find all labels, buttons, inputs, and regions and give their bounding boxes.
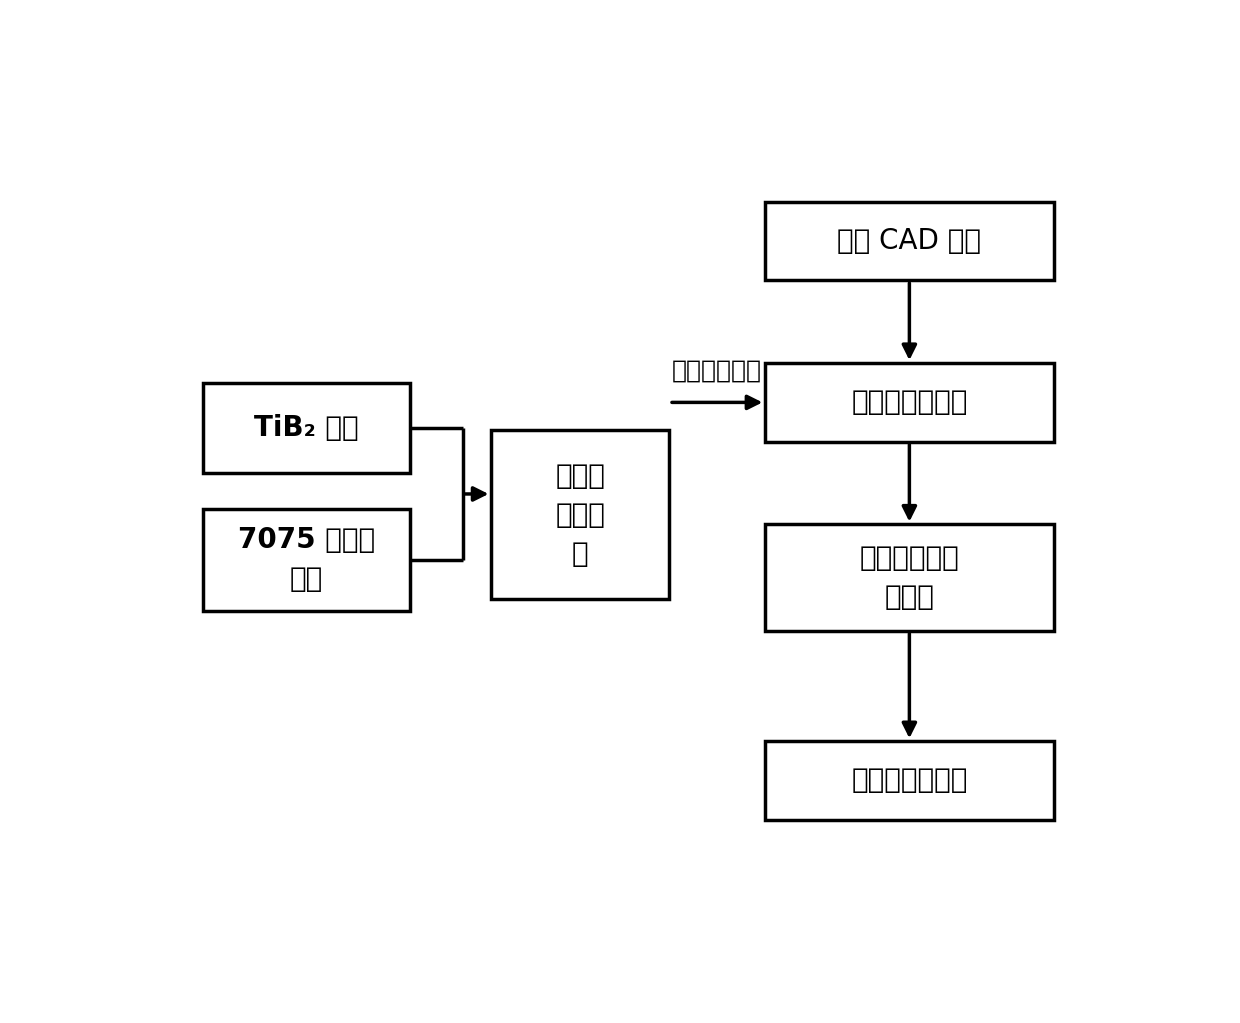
Text: 零件 CAD 建模: 零件 CAD 建模 (837, 227, 981, 255)
Bar (203, 383, 409, 474)
Bar (765, 741, 1054, 819)
Bar (491, 430, 670, 599)
Text: 7075 铝合金
粉末: 7075 铝合金 粉末 (238, 527, 374, 593)
Text: 热压炉加热加压: 热压炉加热加压 (851, 766, 967, 795)
Text: 切片和分层处理: 切片和分层处理 (851, 389, 967, 416)
Bar (765, 202, 1054, 280)
Text: TiB₂ 粉末: TiB₂ 粉末 (254, 414, 358, 442)
Text: 选择性激光熔
化加工: 选择性激光熔 化加工 (859, 544, 960, 611)
Bar (203, 508, 409, 611)
Text: 卧式球
磨机混
粉: 卧式球 磨机混 粉 (556, 461, 605, 568)
Text: 干燥混合的粉: 干燥混合的粉 (672, 359, 763, 383)
Bar (765, 363, 1054, 442)
Bar (765, 525, 1054, 631)
